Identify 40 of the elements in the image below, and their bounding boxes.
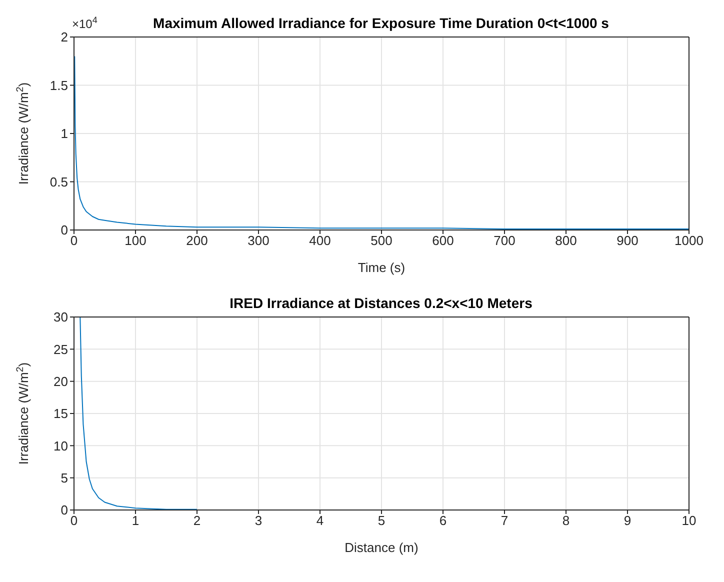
x-tick-label: 800: [555, 233, 577, 248]
y-tick-label: 0: [60, 222, 68, 238]
y-tick-label: 1.5: [50, 78, 68, 93]
x-tick-label: 9: [624, 513, 632, 528]
y-tick-label: 15: [54, 406, 68, 422]
y-tick-label: 2: [60, 30, 68, 45]
y-tick-label: 30: [54, 310, 68, 325]
x-axis-title: Time (s): [358, 260, 406, 275]
x-tick-label: 600: [432, 233, 454, 248]
x-tick-label: 1000: [674, 233, 704, 248]
y-tick-label: 1: [60, 126, 68, 142]
y-tick-label: 25: [54, 342, 68, 357]
x-tick-label: 3: [254, 513, 262, 528]
x-tick-label: 1: [132, 513, 140, 528]
x-axis-title: Distance (m): [344, 540, 418, 555]
x-tick-label: 5: [378, 513, 386, 528]
x-tick-label: 7: [500, 513, 508, 528]
x-tick-label: 700: [494, 233, 516, 248]
x-tick-label: 100: [124, 233, 146, 248]
x-tick-label: 400: [309, 233, 331, 248]
text: ×10$^{4}$: [72, 15, 98, 31]
x-tick-label: 2: [193, 513, 201, 528]
x-tick-label: 10: [682, 513, 696, 528]
chart-title: IRED Irradiance at Distances 0.2<x<10 Meters: [230, 295, 533, 311]
x-tick-label: 8: [562, 513, 570, 528]
y-tick-label: 5: [60, 470, 68, 486]
y-tick-label: 20: [54, 374, 68, 389]
y-tick-label: 0.5: [50, 174, 68, 190]
x-tick-label: 4: [316, 513, 324, 528]
x-tick-label: 200: [186, 233, 208, 248]
y-tick-label: 0: [60, 502, 68, 518]
x-tick-label: 500: [370, 233, 392, 248]
x-tick-label: 0: [70, 233, 78, 248]
x-tick-label: 900: [616, 233, 638, 248]
chart-title: Maximum Allowed Irradiance for Exposure Time Duration 0<t<1000 s: [153, 15, 610, 31]
x-tick-label: 300: [248, 233, 270, 248]
x-tick-label: 6: [439, 513, 447, 528]
line-series: [80, 317, 198, 510]
x-tick-label: 0: [70, 513, 78, 528]
y-tick-label: 10: [54, 438, 68, 454]
